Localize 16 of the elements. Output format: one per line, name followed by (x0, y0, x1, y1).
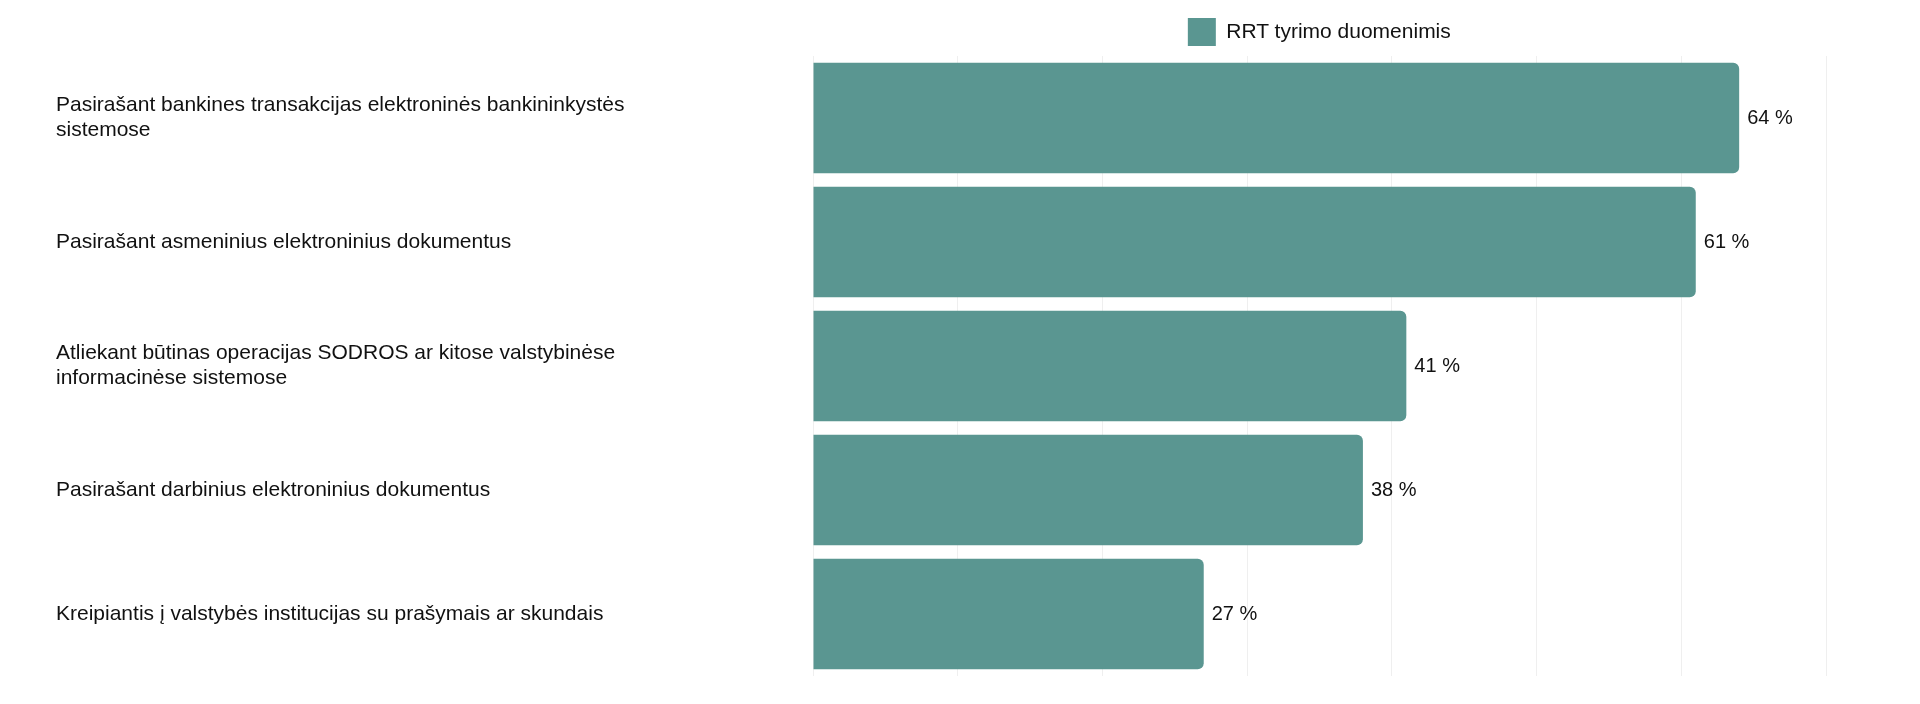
y-tick-label: Pasirašant darbinius elektroninius dokumentus (56, 476, 491, 500)
bar (813, 62, 1740, 174)
bar (813, 310, 1407, 422)
bar (813, 558, 1204, 670)
y-tick-label: Pasirašant asmeninius elektroninius dokumentus (56, 228, 512, 252)
bar (813, 434, 1363, 546)
data-label: 61 % (1703, 229, 1750, 252)
data-label: 64 % (1747, 105, 1793, 128)
y-tick-label: Atliekant būtinas operacijas SODROS ar kitose valstybinėse informacinėse sistemose (56, 340, 616, 389)
data-label: 41 % (1414, 353, 1461, 376)
y-tick-label: Kreipiantis į valstybės institucijas su prašymais ar skundais (56, 600, 604, 624)
legend-label: RRT tyrimo duomenimis (1226, 18, 1451, 42)
bar (813, 186, 1696, 298)
y-tick-label: Pasirašant bankines transakcijas elektroninės bankininkystės sistemose (56, 92, 625, 141)
data-label: 38 % (1370, 477, 1417, 500)
data-label: 27 % (1211, 601, 1258, 624)
